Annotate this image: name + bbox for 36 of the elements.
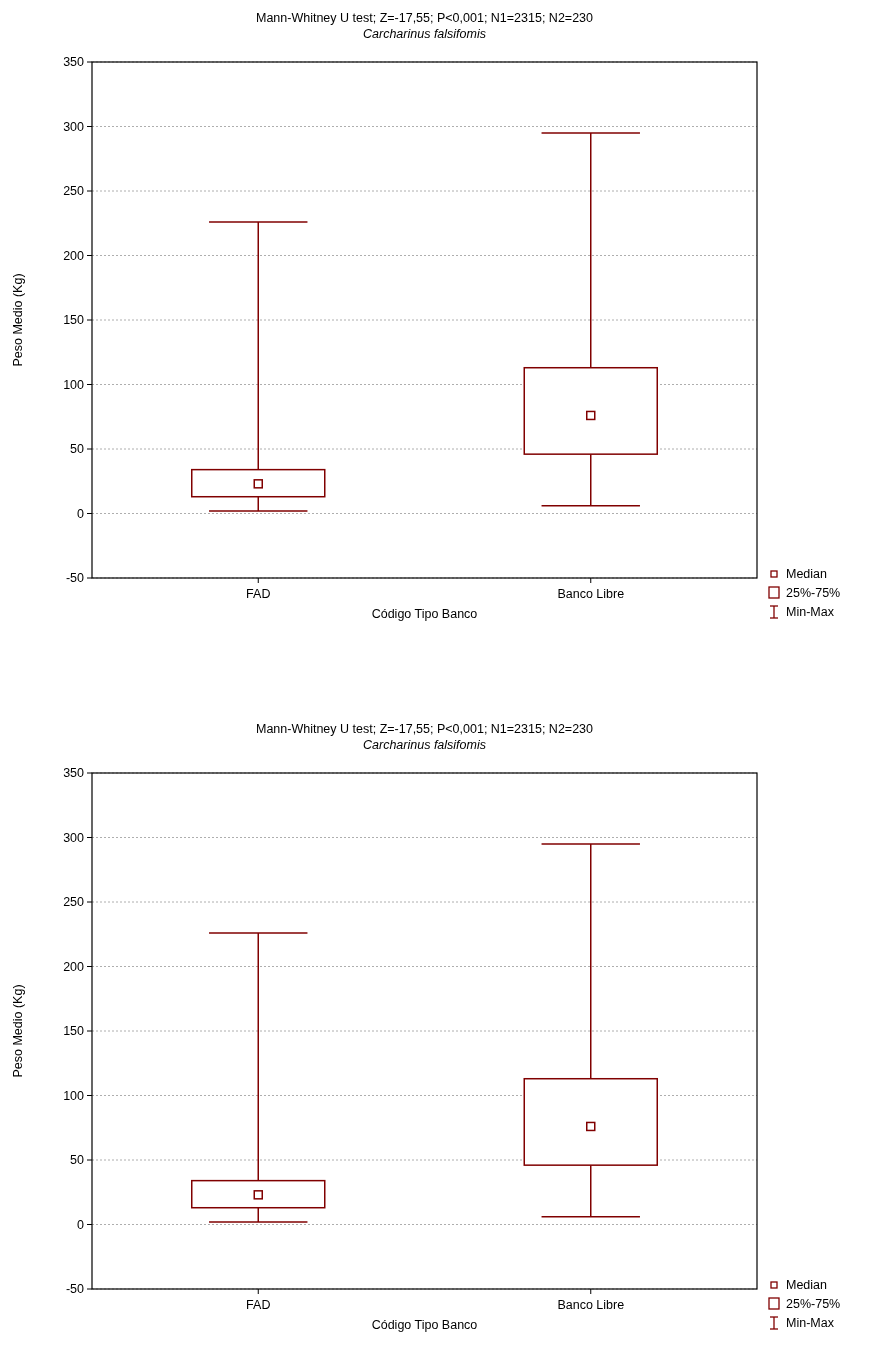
y-axis-title: Peso Medio (Kg): [11, 984, 25, 1078]
y-tick-label: 350: [63, 766, 85, 781]
x-tick-label: FAD: [246, 587, 271, 601]
x-tick-label: Banco Libre: [557, 587, 625, 601]
y-tick-label: -50: [65, 571, 85, 586]
y-tick-label: 100: [63, 377, 85, 392]
y-tick-label: 250: [63, 895, 85, 910]
y-tick-label: 200: [63, 248, 85, 263]
text: Min-Max: [786, 605, 835, 620]
x-tick-label: Banco Libre: [557, 1298, 625, 1312]
x-axis-title: Código Tipo Banco: [371, 607, 478, 621]
y-tick-label: 0: [77, 1217, 85, 1232]
chart-title: Mann-Whitney U test; Z=-17,55; P<0,001; N1=2315; N2=230: [255, 11, 594, 25]
y-tick-label: 150: [63, 1024, 85, 1039]
y-tick-label: -50: [65, 1282, 85, 1297]
y-tick-label: 250: [63, 184, 85, 199]
y-tick-label: 150: [63, 313, 85, 328]
y-tick-label: 100: [63, 1088, 85, 1103]
y-tick-label: 300: [63, 830, 85, 845]
text: Min-Max: [786, 1316, 835, 1331]
y-tick-label: 0: [77, 506, 85, 521]
text: 25%-75%: [786, 1297, 841, 1312]
y-tick-label: 350: [63, 55, 85, 70]
x-tick-label: FAD: [246, 1298, 271, 1312]
chart-title: Mann-Whitney U test; Z=-17,55; P<0,001; N1=2315; N2=230: [255, 722, 594, 736]
chart-subtitle: Carcharinus falsifomis: [363, 27, 486, 41]
text: Median: [786, 567, 828, 582]
chart-subtitle: Carcharinus falsifomis: [363, 738, 486, 752]
text: Median: [786, 1278, 828, 1293]
y-tick-label: 200: [63, 959, 85, 974]
y-axis-title: Peso Medio (Kg): [11, 273, 25, 367]
y-tick-label: 50: [70, 442, 85, 457]
y-tick-label: 50: [70, 1153, 85, 1168]
x-axis-title: Código Tipo Banco: [371, 1318, 478, 1332]
y-tick-label: 300: [63, 119, 85, 134]
text: 25%-75%: [786, 586, 841, 601]
